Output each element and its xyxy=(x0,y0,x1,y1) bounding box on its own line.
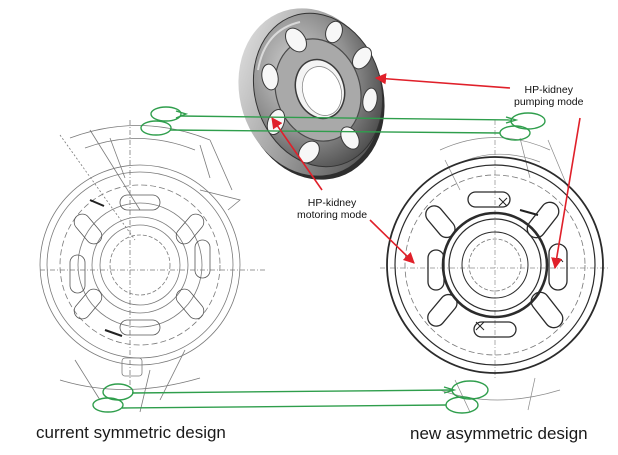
motoring-mode-label: HP-kidney motoring mode xyxy=(297,197,367,221)
port-plate-3d-render xyxy=(238,8,385,180)
pumping-label-line1: HP-kidney xyxy=(524,84,573,96)
motoring-arrow-to-drawing xyxy=(369,219,415,264)
symmetric-port-plate-drawing xyxy=(39,120,265,413)
current-design-caption: current symmetric design xyxy=(36,423,226,442)
asymmetric-port-plate-drawing xyxy=(380,120,608,413)
green-connectors-top xyxy=(140,106,546,141)
motoring-label-line1: HP-kidney xyxy=(307,197,357,209)
pumping-mode-label: HP-kidney pumping mode xyxy=(514,84,583,108)
motoring-arrow-to-render xyxy=(271,117,323,191)
new-design-caption: new asymmetric design xyxy=(410,424,588,443)
pumping-arrow-to-drawing xyxy=(551,117,581,270)
green-connectors-bottom xyxy=(92,380,489,414)
motoring-label-line2: motoring mode xyxy=(297,209,368,221)
red-annotation-arrows xyxy=(271,73,581,270)
pumping-arrow-to-render xyxy=(374,73,511,89)
pumping-label-line2: pumping mode xyxy=(514,96,584,108)
